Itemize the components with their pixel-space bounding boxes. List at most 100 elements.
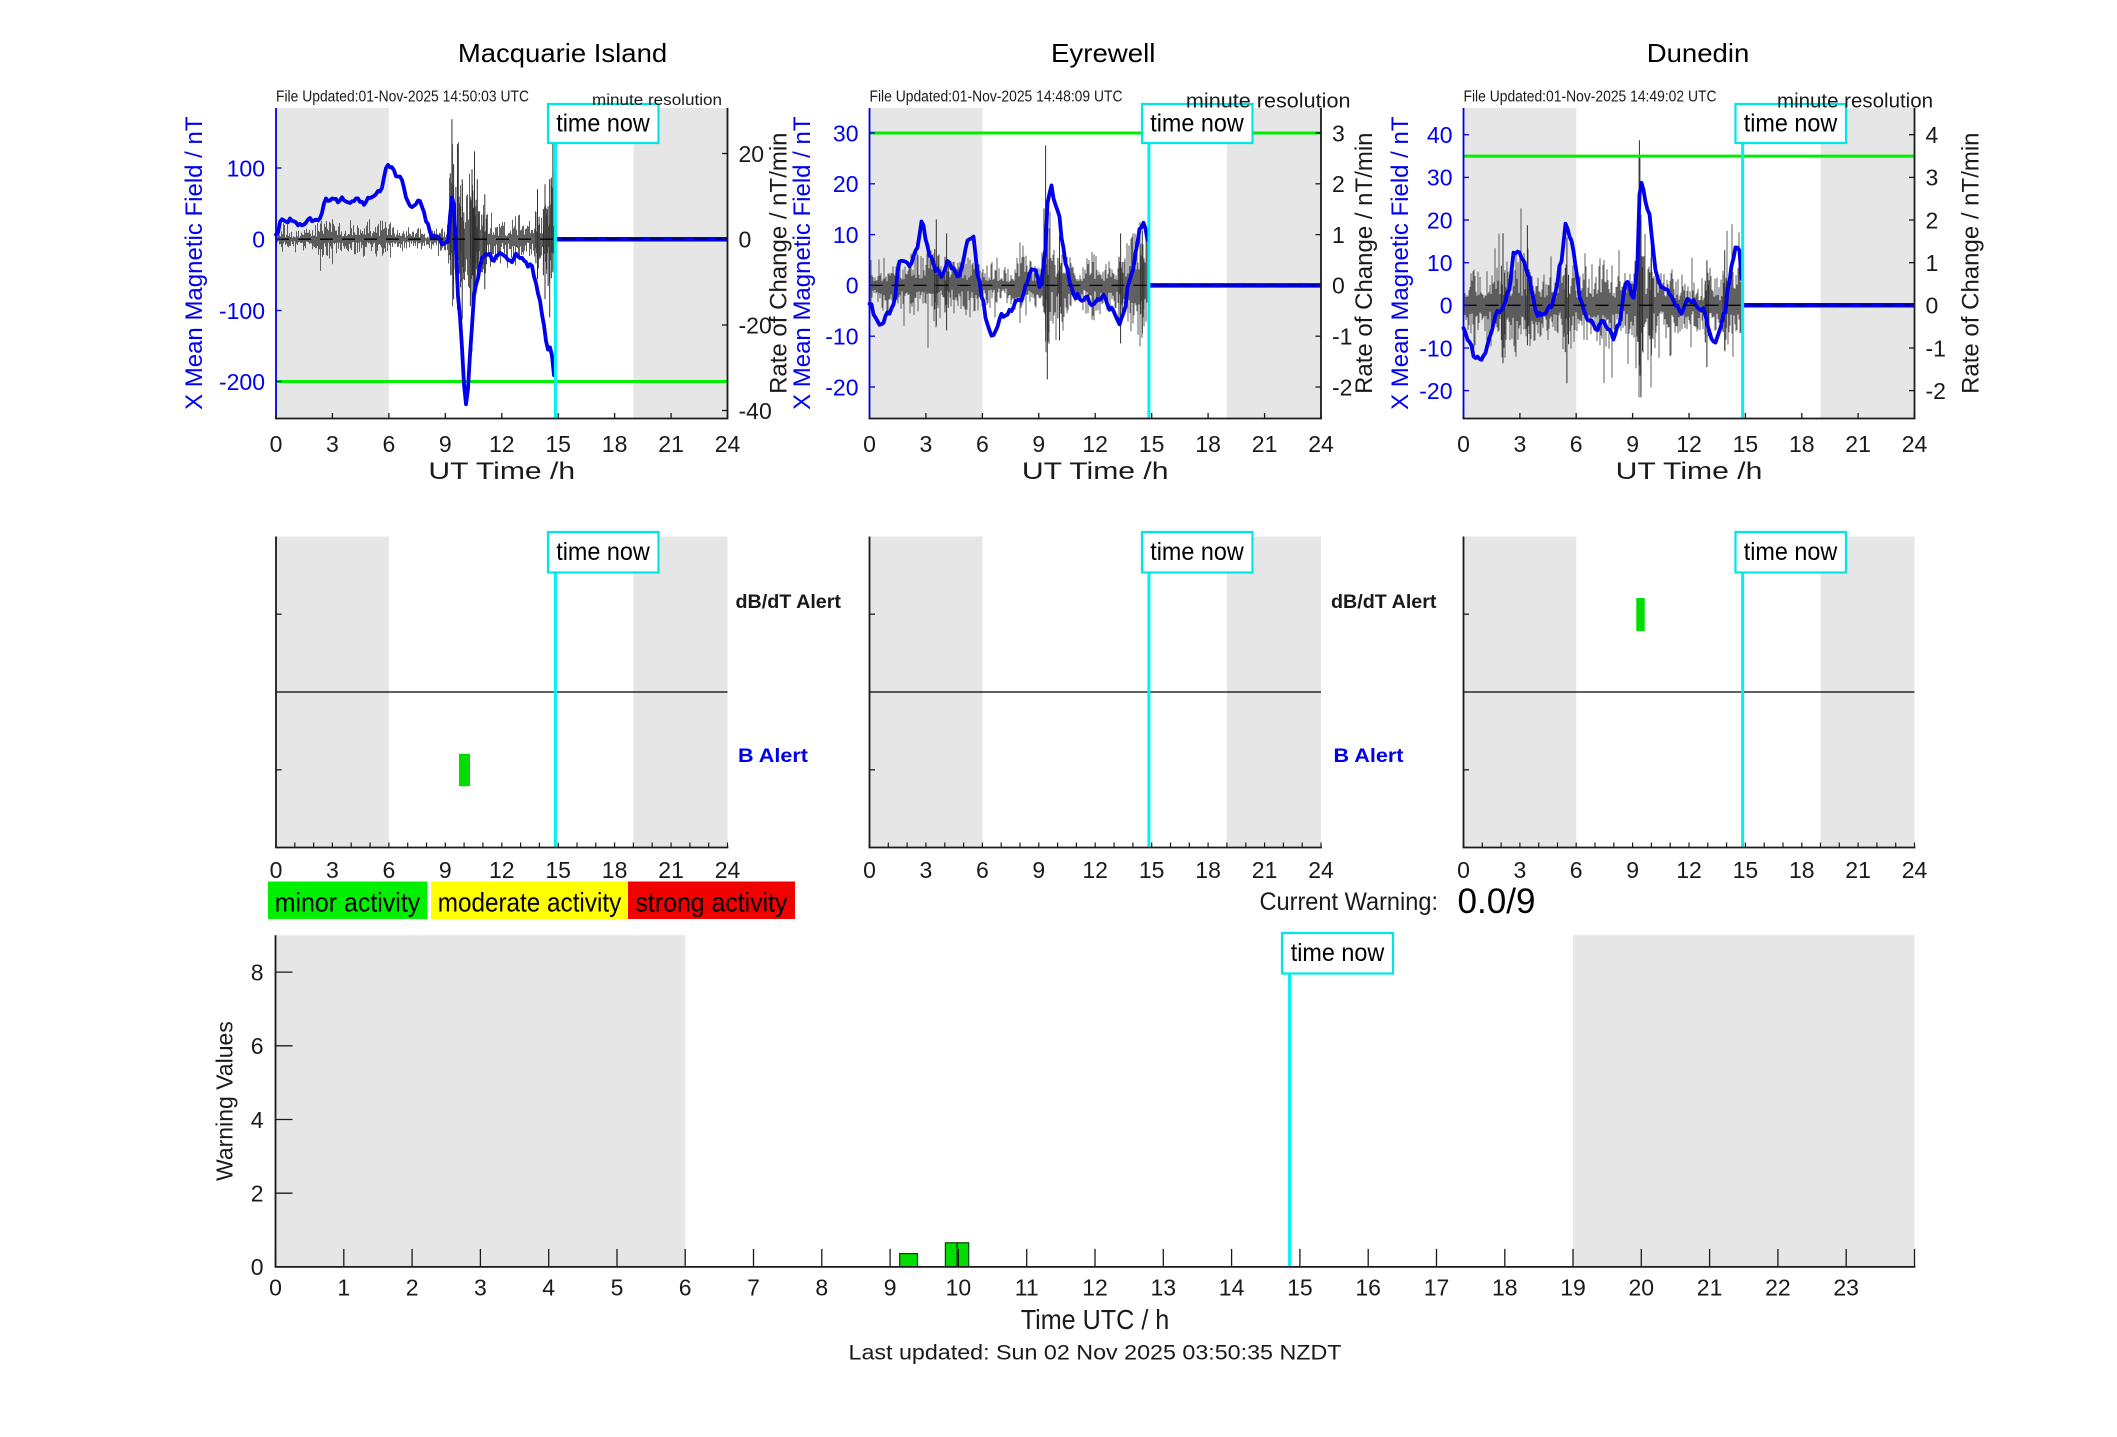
svg-text:24: 24	[1902, 857, 1928, 883]
svg-text:6: 6	[976, 857, 989, 883]
svg-text:15: 15	[1733, 431, 1759, 457]
svg-text:Eyrewell: Eyrewell	[1051, 38, 1155, 68]
svg-text:2: 2	[1332, 171, 1345, 197]
svg-text:0: 0	[1926, 293, 1939, 319]
svg-text:30: 30	[1427, 165, 1453, 191]
svg-text:12: 12	[489, 857, 515, 883]
svg-text:X Mean Magnetic Field / nT: X Mean Magnetic Field / nT	[181, 116, 208, 410]
svg-text:18: 18	[1789, 431, 1815, 457]
svg-text:4: 4	[1926, 122, 1939, 148]
svg-text:16: 16	[1355, 1275, 1381, 1301]
svg-text:2: 2	[251, 1181, 264, 1207]
svg-text:20: 20	[739, 141, 765, 167]
svg-text:18: 18	[602, 857, 628, 883]
svg-text:-20: -20	[739, 312, 772, 338]
svg-text:0: 0	[846, 273, 859, 299]
svg-text:0: 0	[739, 227, 752, 253]
svg-text:21: 21	[1697, 1275, 1723, 1301]
svg-text:15: 15	[545, 857, 571, 883]
svg-text:0: 0	[1457, 857, 1470, 883]
svg-text:-2: -2	[1332, 374, 1352, 400]
svg-text:20: 20	[833, 171, 859, 197]
svg-text:10: 10	[1427, 250, 1453, 276]
svg-text:10: 10	[833, 222, 859, 248]
svg-text:Rate of Change / nT/min: Rate of Change / nT/min	[1351, 132, 1378, 393]
svg-text:12: 12	[1082, 1275, 1108, 1301]
svg-text:minute resolution: minute resolution	[1777, 91, 1933, 113]
svg-text:0: 0	[251, 1254, 264, 1280]
svg-text:0: 0	[270, 857, 283, 883]
svg-text:0: 0	[269, 1275, 282, 1301]
svg-text:X Mean Magnetic Field / nT: X Mean Magnetic Field / nT	[789, 116, 816, 410]
svg-text:UT Time /h: UT Time /h	[1022, 458, 1169, 485]
svg-text:6: 6	[679, 1275, 692, 1301]
svg-text:12: 12	[1082, 431, 1108, 457]
svg-text:-10: -10	[825, 324, 858, 350]
svg-text:0: 0	[1332, 273, 1345, 299]
svg-text:-1: -1	[1926, 335, 1946, 361]
svg-text:11: 11	[1015, 1275, 1039, 1301]
svg-text:12: 12	[1676, 857, 1702, 883]
svg-text:Last updated: Sun 02 Nov 2025: Last updated: Sun 02 Nov 2025 03:50:35 N…	[849, 1342, 1342, 1365]
svg-text:18: 18	[1195, 431, 1221, 457]
svg-text:6: 6	[251, 1033, 264, 1059]
svg-text:6: 6	[383, 431, 396, 457]
svg-text:8: 8	[251, 959, 264, 985]
svg-text:-20: -20	[825, 374, 858, 400]
svg-text:40: 40	[1427, 122, 1453, 148]
svg-text:3: 3	[1926, 165, 1939, 191]
svg-text:10: 10	[946, 1275, 972, 1301]
svg-text:7: 7	[747, 1275, 760, 1301]
svg-text:9: 9	[1626, 857, 1639, 883]
svg-text:21: 21	[1252, 857, 1278, 883]
svg-text:22: 22	[1765, 1275, 1791, 1301]
svg-text:2: 2	[1926, 207, 1939, 233]
svg-text:18: 18	[1789, 857, 1815, 883]
svg-text:100: 100	[227, 155, 265, 181]
svg-text:0: 0	[1440, 293, 1453, 319]
svg-text:0.0/9: 0.0/9	[1458, 882, 1536, 921]
svg-text:18: 18	[602, 431, 628, 457]
svg-text:2: 2	[406, 1275, 419, 1301]
svg-text:21: 21	[658, 431, 684, 457]
svg-text:time now: time now	[556, 538, 650, 566]
svg-text:-2: -2	[1926, 378, 1946, 404]
svg-text:1: 1	[1332, 222, 1345, 248]
svg-text:21: 21	[658, 857, 684, 883]
svg-text:dB/dT Alert: dB/dT Alert	[736, 591, 842, 613]
svg-text:3: 3	[1514, 431, 1527, 457]
svg-text:0: 0	[863, 857, 876, 883]
svg-text:6: 6	[1570, 857, 1583, 883]
svg-text:6: 6	[383, 857, 396, 883]
svg-text:0: 0	[863, 431, 876, 457]
svg-text:21: 21	[1845, 857, 1871, 883]
svg-text:File Updated:01-Nov-2025 14:48: File Updated:01-Nov-2025 14:48:09 UTC	[870, 89, 1123, 106]
svg-text:Warning Values: Warning Values	[212, 1021, 238, 1181]
svg-text:12: 12	[489, 431, 515, 457]
svg-text:9: 9	[439, 431, 452, 457]
svg-text:12: 12	[1082, 857, 1108, 883]
svg-text:minor activity: minor activity	[275, 888, 421, 918]
svg-text:-40: -40	[739, 398, 772, 424]
svg-text:15: 15	[545, 431, 571, 457]
svg-text:time now: time now	[556, 110, 650, 138]
svg-text:19: 19	[1560, 1275, 1586, 1301]
svg-text:Rate of Change / nT/min: Rate of Change / nT/min	[1958, 132, 1985, 393]
svg-text:9: 9	[439, 857, 452, 883]
svg-text:3: 3	[920, 857, 933, 883]
svg-text:File Updated:01-Nov-2025 14:50: File Updated:01-Nov-2025 14:50:03 UTC	[276, 89, 529, 106]
svg-text:24: 24	[715, 431, 741, 457]
svg-text:3: 3	[474, 1275, 487, 1301]
svg-text:-10: -10	[1419, 335, 1452, 361]
svg-text:1: 1	[1926, 250, 1939, 276]
svg-text:Dunedin: Dunedin	[1647, 38, 1750, 68]
svg-text:21: 21	[1845, 431, 1871, 457]
svg-text:21: 21	[1252, 431, 1278, 457]
svg-text:12: 12	[1676, 431, 1702, 457]
svg-text:3: 3	[1514, 857, 1527, 883]
svg-text:1: 1	[337, 1275, 350, 1301]
svg-text:0: 0	[252, 227, 265, 253]
svg-text:Current Warning:: Current Warning:	[1260, 888, 1439, 916]
svg-text:9: 9	[1032, 431, 1045, 457]
svg-text:4: 4	[542, 1275, 555, 1301]
